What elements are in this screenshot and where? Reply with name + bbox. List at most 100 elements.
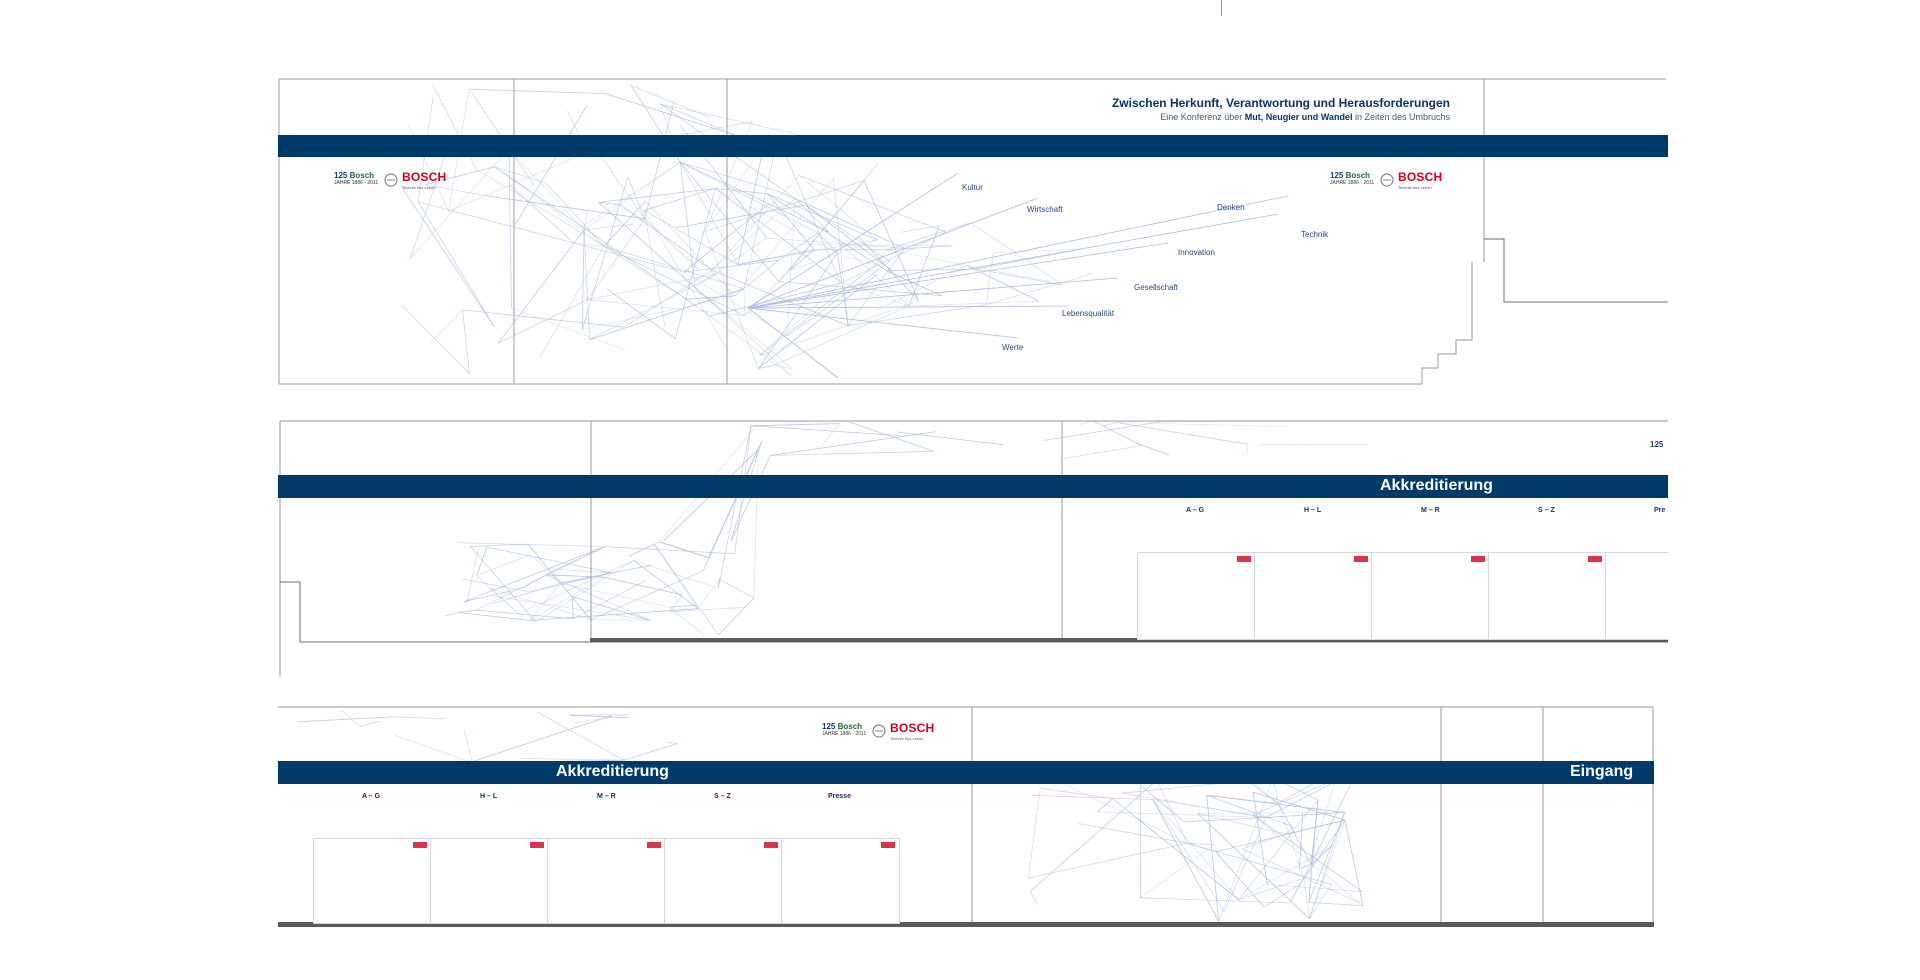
info-board: [1371, 552, 1490, 640]
network-line: [747, 307, 839, 379]
bosch-tagline: Technik fürs Leben: [1398, 185, 1432, 190]
network-line: [723, 312, 792, 376]
network-line: [521, 574, 546, 589]
network-line: [417, 201, 495, 328]
top-wall-headline: Zwischen Herkunft, Verantwortung und Her…: [1111, 96, 1450, 110]
network-line: [847, 247, 906, 327]
network-line: [583, 209, 588, 230]
network-line: [750, 423, 840, 427]
network-line: [750, 425, 900, 436]
network-line: [475, 609, 574, 620]
network-line: [623, 743, 678, 761]
network-line: [628, 541, 660, 557]
network-line: [1252, 791, 1346, 821]
network-line: [494, 166, 605, 247]
network-line: [430, 309, 463, 343]
network-line: [643, 210, 730, 353]
network-line: [766, 193, 887, 272]
network-line: [490, 595, 651, 621]
network-line: [758, 274, 878, 369]
column-heading: Presse: [828, 793, 851, 800]
network-line: [858, 236, 920, 302]
network-line: [462, 309, 624, 328]
bosch-armature-icon: [872, 724, 886, 738]
network-line: [1197, 813, 1310, 919]
network-line: [643, 188, 716, 211]
network-line: [680, 161, 829, 233]
network-line: [584, 223, 634, 231]
network-line: [476, 554, 532, 576]
network-line: [840, 231, 947, 284]
network-line: [536, 711, 624, 761]
network-line: [396, 735, 473, 764]
network-line: [603, 200, 646, 247]
network-line: [709, 315, 792, 377]
column-heading: M – R: [1421, 507, 1440, 514]
network-line: [966, 265, 1040, 302]
bosch-mini-logo-icon: [1588, 556, 1602, 562]
keyword-label: Denken: [1217, 203, 1245, 212]
network-line: [1028, 788, 1041, 879]
keyword-label: Kultur: [962, 183, 983, 192]
network-line: [494, 166, 546, 184]
network-line: [549, 568, 612, 574]
network-line: [1310, 770, 1358, 865]
network-line: [401, 304, 470, 374]
network-line: [719, 578, 755, 599]
network-line: [1344, 820, 1364, 906]
network-line: [476, 575, 519, 614]
bosch-mini-logo-icon: [647, 842, 661, 848]
network-line: [786, 198, 796, 337]
bottom-wall-title: Akkreditierung: [556, 763, 669, 780]
network-line: [886, 245, 953, 251]
entrance-title: Eingang: [1570, 763, 1634, 780]
network-line: [669, 606, 705, 636]
network-line: [743, 288, 745, 316]
network-line: [410, 151, 447, 259]
network-line: [717, 578, 720, 589]
network-line: [1277, 803, 1312, 865]
network-line: [766, 193, 815, 250]
floor-line: [278, 922, 1654, 927]
network-line: [598, 202, 724, 314]
network-line: [1206, 795, 1220, 922]
network-line: [970, 222, 1063, 286]
network-line: [573, 580, 646, 620]
network-line: [1252, 792, 1268, 885]
network-line: [694, 237, 768, 288]
bosch-mini-logo-icon: [1237, 556, 1251, 562]
network-line: [697, 578, 720, 609]
column-heading: H – L: [480, 793, 498, 800]
network-line: [470, 543, 528, 547]
column-heading: S – Z: [1538, 507, 1555, 514]
network-line: [680, 161, 780, 192]
network-line: [520, 758, 624, 761]
column-heading: A – G: [362, 793, 381, 800]
network-line: [715, 188, 838, 254]
network-line: [787, 261, 891, 337]
network-line: [1029, 779, 1158, 892]
info-board: [1137, 552, 1256, 640]
network-line: [758, 282, 842, 357]
network-line: [976, 268, 1063, 286]
network-line: [778, 232, 819, 261]
info-board: [1605, 552, 1668, 640]
network-line: [683, 260, 779, 273]
network-line: [1197, 812, 1345, 814]
middle-wall-elevation: Akkreditierung 125 A – G H – L M – R S –…: [278, 420, 1668, 678]
network-line: [770, 450, 934, 456]
anniversary-logo: 125 Bosch JAHRE 1886 - 2011: [1330, 171, 1375, 186]
network-line: [468, 88, 606, 94]
network-line: [848, 304, 987, 327]
network-line: [798, 244, 953, 247]
network-line: [653, 543, 719, 635]
network-line: [666, 742, 678, 744]
network-line: [798, 175, 878, 241]
network-line: [1152, 799, 1220, 922]
network-line: [674, 188, 716, 340]
network-line: [424, 184, 489, 197]
network-line: [466, 549, 479, 605]
top-wall-band: [278, 135, 1668, 157]
network-line: [896, 431, 1004, 446]
